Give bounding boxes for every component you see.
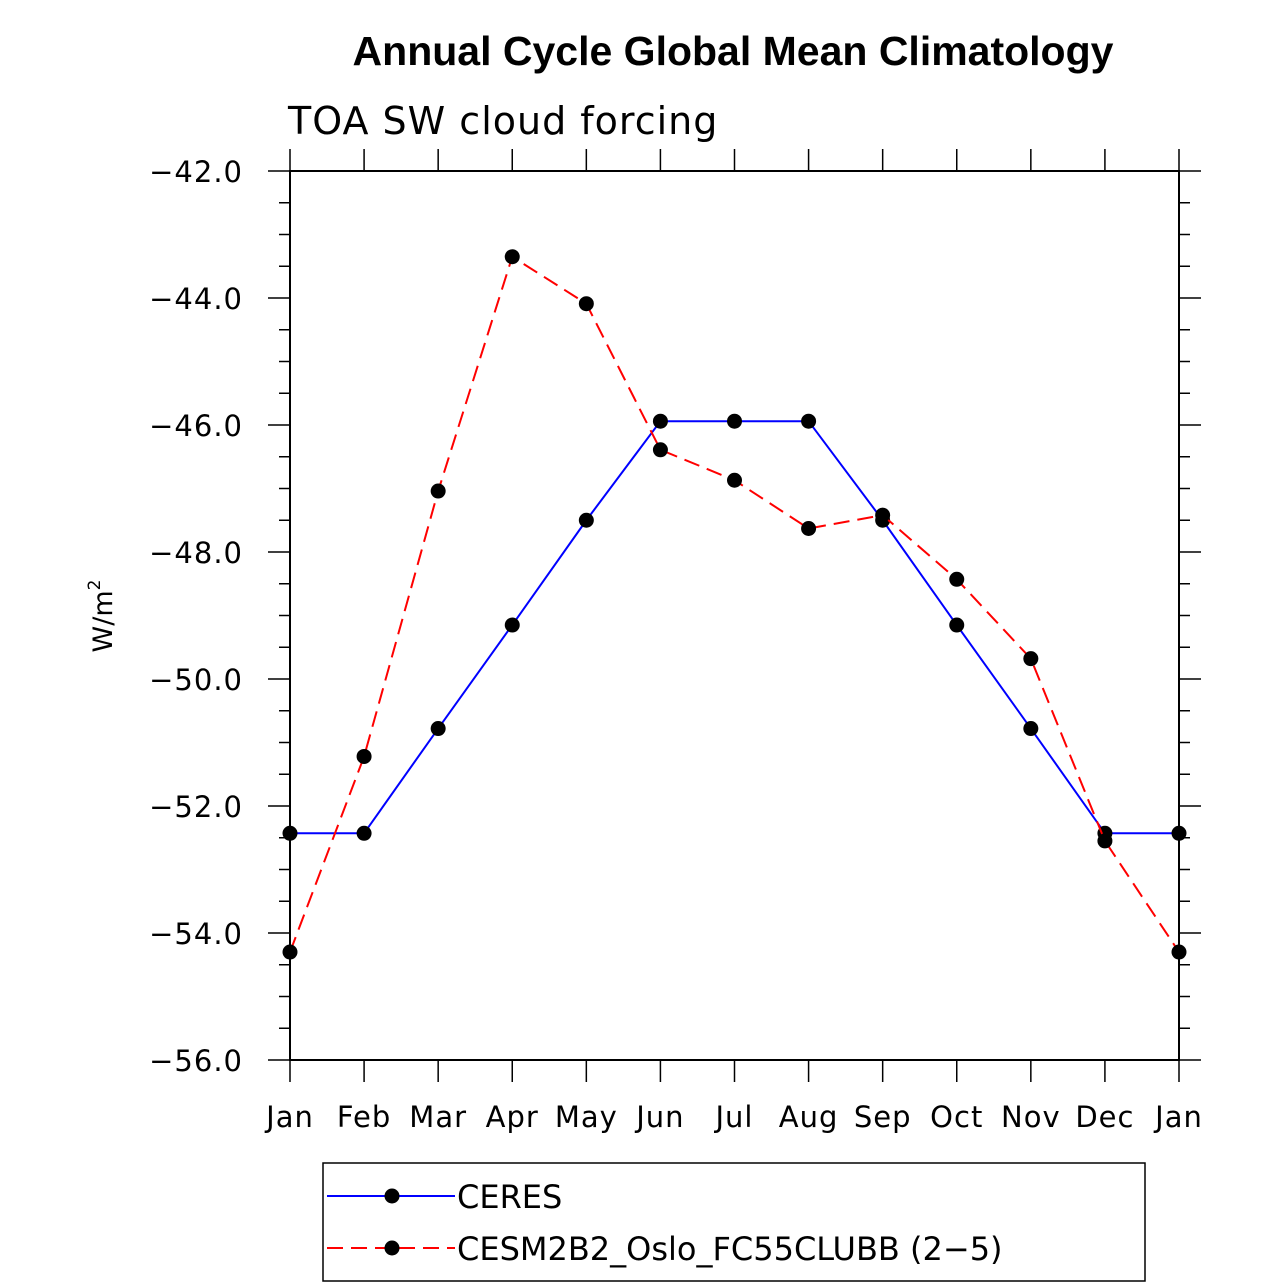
data-point bbox=[504, 249, 520, 265]
data-point bbox=[727, 413, 742, 429]
y-tick-label: −46.0 bbox=[149, 409, 243, 443]
data-point bbox=[356, 748, 372, 764]
y-tick-label: −48.0 bbox=[149, 536, 243, 570]
x-tick-label: Jan bbox=[264, 1100, 314, 1134]
y-axis-label-superscript: 2 bbox=[85, 580, 105, 591]
x-tick-label: Apr bbox=[486, 1100, 539, 1134]
svg-text:W/m2: W/m2 bbox=[85, 580, 119, 653]
data-point bbox=[430, 721, 446, 737]
data-point bbox=[727, 472, 742, 488]
x-tick-label: Oct bbox=[930, 1100, 983, 1134]
data-point bbox=[949, 571, 965, 587]
data-point bbox=[949, 617, 965, 633]
legend-entry: CERES bbox=[327, 1178, 562, 1216]
data-point bbox=[1023, 651, 1039, 667]
data-point bbox=[430, 483, 446, 499]
series-cesm2b2_oslo_fc55clubb bbox=[282, 249, 1187, 960]
y-tick-label: −56.0 bbox=[149, 1044, 243, 1078]
data-point bbox=[1171, 944, 1187, 960]
data-point bbox=[504, 617, 520, 633]
x-tick-label: Mar bbox=[409, 1100, 467, 1134]
axes: −56.0 −54.0 −52.0 −50.0 −48.0 −46.0 −44.0 −42.0… bbox=[149, 149, 1203, 1134]
data-point bbox=[1097, 833, 1113, 849]
y-tick-label: −42.0 bbox=[149, 155, 243, 189]
data-point bbox=[578, 512, 594, 528]
data-point bbox=[801, 521, 817, 537]
x-tick-label: May bbox=[555, 1100, 618, 1134]
data-point bbox=[801, 413, 817, 429]
legend-box bbox=[322, 1162, 1146, 1282]
y-axis-label: W/m bbox=[88, 590, 119, 652]
x-tick-label: Dec bbox=[1075, 1100, 1134, 1134]
legend-entry: CESM2B2_Oslo_FC55CLUBB (2−5) bbox=[327, 1230, 1003, 1268]
y-tick-label: −54.0 bbox=[149, 917, 243, 951]
x-tick-label: Jun bbox=[634, 1100, 684, 1134]
data-point bbox=[282, 944, 298, 960]
data-point bbox=[356, 825, 372, 841]
x-tick-label: Aug bbox=[779, 1100, 839, 1134]
x-tick-label: Jul bbox=[714, 1100, 754, 1134]
data-point bbox=[1023, 721, 1039, 737]
series-layer bbox=[282, 249, 1187, 960]
data-point bbox=[875, 507, 891, 523]
x-tick-label: Sep bbox=[854, 1100, 912, 1134]
y-tick-label: −44.0 bbox=[149, 282, 243, 316]
plot-frame bbox=[289, 170, 1180, 1061]
data-point bbox=[1171, 825, 1187, 841]
x-tick-label: Jan bbox=[1153, 1100, 1203, 1134]
legend-label: CESM2B2_Oslo_FC55CLUBB (2−5) bbox=[457, 1230, 1003, 1268]
legend: CERES CESM2B2_Oslo_FC55CLUBB (2−5) bbox=[322, 1162, 1146, 1282]
data-point bbox=[578, 296, 594, 312]
legend-label: CERES bbox=[457, 1178, 562, 1216]
series-line bbox=[289, 255, 1180, 953]
y-axis-title: W/m2 bbox=[85, 580, 119, 653]
y-tick-label: −50.0 bbox=[149, 663, 243, 697]
legend-marker bbox=[384, 1188, 400, 1204]
x-tick-label: Feb bbox=[337, 1100, 391, 1134]
chart-title: Annual Cycle Global Mean Climatology bbox=[353, 28, 1114, 74]
x-tick-label: Nov bbox=[1001, 1100, 1061, 1134]
data-point bbox=[652, 442, 668, 458]
data-point bbox=[282, 825, 298, 841]
chart-subtitle: TOA SW cloud forcing bbox=[287, 99, 718, 143]
legend-marker bbox=[384, 1240, 400, 1256]
data-point bbox=[652, 413, 668, 429]
y-tick-label: −52.0 bbox=[149, 790, 243, 824]
